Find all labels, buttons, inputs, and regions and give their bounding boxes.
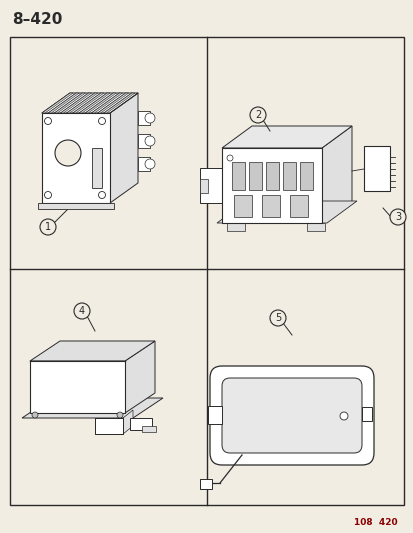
Text: 5: 5 <box>274 313 280 323</box>
Bar <box>138 157 150 171</box>
Text: 1: 1 <box>45 222 51 232</box>
Bar <box>306 223 324 231</box>
Bar <box>38 203 114 209</box>
Circle shape <box>389 209 405 225</box>
Circle shape <box>339 412 347 420</box>
Polygon shape <box>85 93 116 113</box>
Bar <box>361 407 371 421</box>
Bar <box>130 418 152 430</box>
Text: 8–420: 8–420 <box>12 12 62 27</box>
Bar <box>10 37 403 505</box>
Circle shape <box>226 155 233 161</box>
Circle shape <box>98 117 105 125</box>
Polygon shape <box>66 93 97 113</box>
Polygon shape <box>125 341 154 413</box>
Polygon shape <box>54 93 85 113</box>
Polygon shape <box>199 168 221 203</box>
Bar <box>138 111 150 125</box>
Bar <box>138 134 150 148</box>
Bar <box>261 195 279 217</box>
Bar <box>248 162 261 190</box>
Polygon shape <box>123 410 133 434</box>
Circle shape <box>44 117 51 125</box>
Bar <box>289 195 307 217</box>
Circle shape <box>40 219 56 235</box>
Circle shape <box>145 113 154 123</box>
Polygon shape <box>321 126 351 223</box>
Text: 3: 3 <box>394 212 400 222</box>
Bar <box>142 426 156 432</box>
Bar <box>95 418 123 434</box>
Polygon shape <box>216 201 356 223</box>
Polygon shape <box>60 93 91 113</box>
Circle shape <box>269 310 285 326</box>
Polygon shape <box>79 93 110 113</box>
Circle shape <box>32 412 38 418</box>
Circle shape <box>44 191 51 198</box>
Polygon shape <box>91 93 122 113</box>
Circle shape <box>55 140 81 166</box>
Bar <box>199 479 211 489</box>
Bar <box>30 361 125 413</box>
Circle shape <box>117 412 123 418</box>
Bar <box>199 179 207 193</box>
Circle shape <box>145 136 154 146</box>
Bar <box>92 148 102 188</box>
Bar <box>42 113 110 203</box>
Polygon shape <box>104 93 135 113</box>
FancyBboxPatch shape <box>221 378 361 453</box>
Bar <box>299 162 312 190</box>
Polygon shape <box>22 398 163 418</box>
Bar <box>231 162 244 190</box>
Polygon shape <box>110 93 138 203</box>
Circle shape <box>249 107 266 123</box>
Polygon shape <box>48 93 79 113</box>
Circle shape <box>145 159 154 169</box>
Polygon shape <box>42 93 138 113</box>
Bar <box>95 418 123 434</box>
Circle shape <box>98 191 105 198</box>
Circle shape <box>74 303 90 319</box>
Bar <box>221 148 321 223</box>
Polygon shape <box>97 93 128 113</box>
FancyBboxPatch shape <box>209 366 373 465</box>
Bar <box>233 195 252 217</box>
Polygon shape <box>30 341 154 361</box>
Bar <box>207 406 221 424</box>
Bar <box>266 162 278 190</box>
Polygon shape <box>221 126 351 148</box>
Bar <box>282 162 295 190</box>
Polygon shape <box>73 93 104 113</box>
Bar <box>226 223 244 231</box>
Bar <box>363 146 389 191</box>
Polygon shape <box>42 93 73 113</box>
Text: 4: 4 <box>79 306 85 316</box>
Text: 108  420: 108 420 <box>354 518 397 527</box>
Text: 2: 2 <box>254 110 261 120</box>
